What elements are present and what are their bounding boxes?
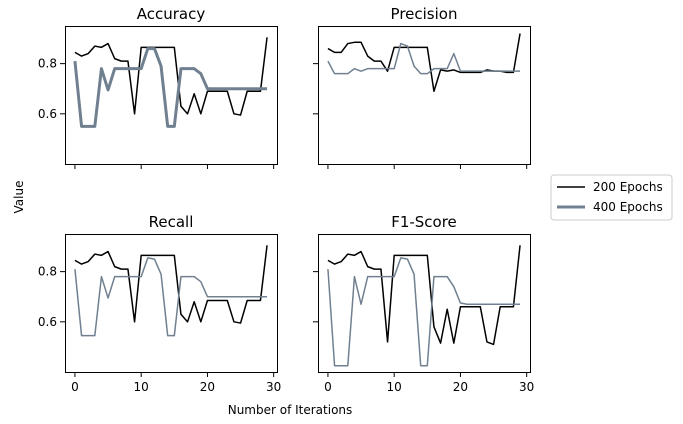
y-tick-label-accuracy-0.8: 0.8: [38, 57, 57, 71]
panel-title-recall: Recall: [149, 213, 194, 231]
x-tick-label-f1-score-20: 20: [453, 380, 468, 394]
panel-recall: 0 10 20 30 0.6 0.8 Recall: [38, 213, 281, 394]
plot-frame-recall: [65, 234, 278, 373]
x-tick-label-recall-30: 30: [266, 380, 281, 394]
x-tick-label-f1-score-0: 0: [324, 380, 332, 394]
series-line-precision-200-epochs: [327, 33, 521, 92]
plot-frame-accuracy: [65, 26, 278, 165]
series-line-recall-400-epochs: [74, 257, 268, 337]
x-tick-label-recall-10: 10: [134, 380, 149, 394]
plot-frame-precision: [318, 26, 531, 165]
panel-f1-score: 0 10 20 30 F1-Score: [313, 213, 534, 394]
x-tick-label-recall-0: 0: [71, 380, 79, 394]
y-tick-label-accuracy-0.6: 0.6: [38, 107, 57, 121]
panel-title-f1-score: F1-Score: [391, 213, 457, 231]
panel-title-precision: Precision: [391, 5, 458, 23]
x-tick-label-recall-20: 20: [200, 380, 215, 394]
series-line-accuracy-200-epochs: [74, 37, 268, 116]
plot-frame-f1-score: [318, 234, 531, 373]
y-tick-label-recall-0.6: 0.6: [38, 315, 57, 329]
series-line-precision-400-epochs: [327, 42, 521, 75]
y-axis-label: Value: [12, 181, 26, 214]
y-tick-label-recall-0.8: 0.8: [38, 265, 57, 279]
x-axis-label: Number of Iterations: [228, 403, 353, 417]
panel-title-accuracy: Accuracy: [137, 5, 206, 23]
panel-precision: Precision: [313, 5, 531, 169]
legend-label-400-epochs: 400 Epochs: [593, 200, 663, 214]
series-line-recall-200-epochs: [74, 245, 268, 324]
legend: 200 Epochs 400 Epochs: [550, 174, 673, 221]
subplot-grid: 0.6 0.8 Accuracy Precision 0 10 20 30 0.6 0.8 Reca…: [38, 5, 534, 394]
legend-label-200-epochs: 200 Epochs: [593, 180, 663, 194]
series-line-f1-score-400-epochs: [327, 257, 521, 367]
series-line-accuracy-400-epochs: [73, 47, 268, 128]
panel-accuracy: 0.6 0.8 Accuracy: [38, 5, 278, 169]
series-line-f1-score-200-epochs: [327, 245, 521, 346]
x-tick-label-f1-score-30: 30: [519, 380, 534, 394]
x-tick-label-f1-score-10: 10: [387, 380, 402, 394]
